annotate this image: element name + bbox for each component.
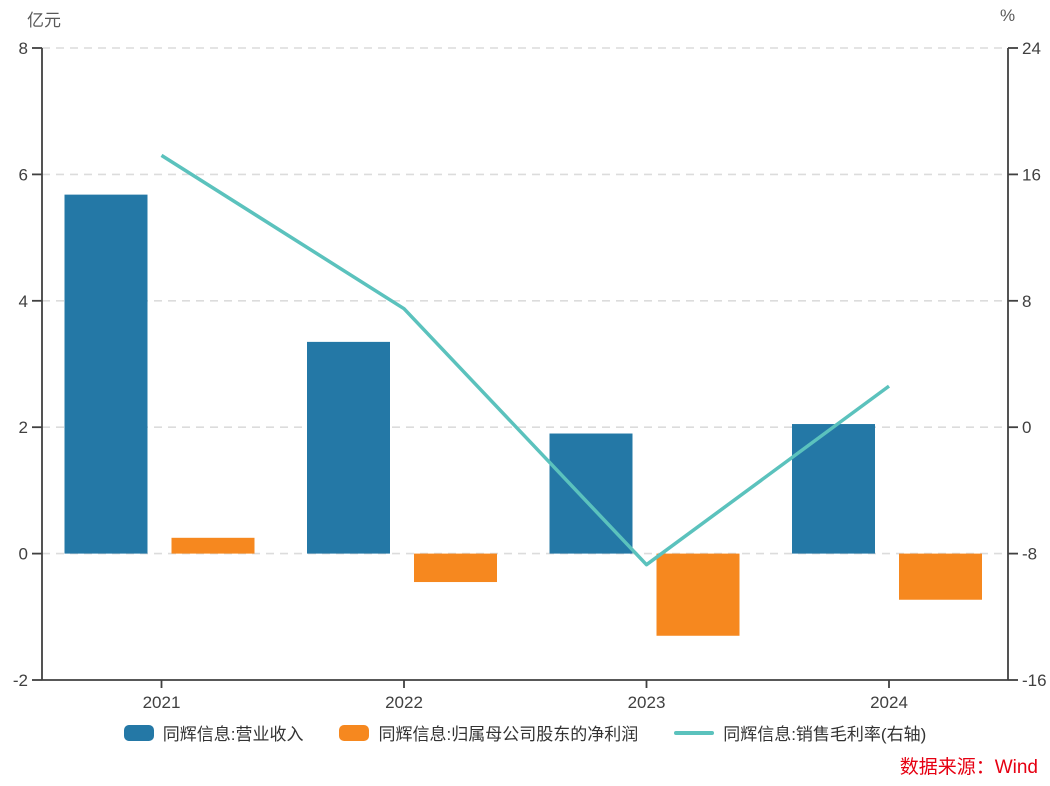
gross-margin-line-swatch-icon [674, 730, 715, 735]
net-profit-bar-2022 [414, 553, 497, 583]
right-axis-tick-label: 16 [1022, 165, 1041, 184]
right-axis-tick-label: -16 [1022, 671, 1047, 690]
x-axis-category-label: 2023 [628, 693, 666, 712]
left-axis-tick-label: -2 [13, 671, 28, 690]
left-axis-tick-label: 0 [19, 545, 28, 564]
legend-item-revenue: 同辉信息:营业收入 [123, 720, 304, 745]
revenue-bar-2021 [64, 194, 148, 554]
revenue-swatch-icon [123, 724, 154, 741]
left-axis-tick-label: 6 [19, 165, 28, 184]
net-profit-swatch-icon [339, 724, 370, 741]
legend-label-gross-margin: 同辉信息:销售毛利率(右轴) [723, 725, 927, 744]
legend-label-revenue: 同辉信息:营业收入 [162, 725, 304, 744]
x-axis-category-label: 2022 [385, 693, 423, 712]
revenue-bar-2022 [307, 341, 390, 554]
right-axis-tick-label: 8 [1022, 292, 1031, 311]
right-axis-tick-label: -8 [1022, 545, 1037, 564]
x-axis-category-label: 2024 [870, 693, 908, 712]
data-source-note: 数据来源：Wind [899, 757, 1038, 778]
net-profit-bar-2023 [656, 553, 740, 636]
net-profit-bar-2021 [171, 537, 255, 554]
right-axis-tick-label: 0 [1022, 418, 1031, 437]
legend-item-net-profit: 同辉信息:归属母公司股东的净利润 [339, 720, 638, 745]
gross-margin-line [160, 153, 891, 567]
legend-item-gross-margin: 同辉信息:销售毛利率(右轴) [674, 720, 926, 745]
revenue-bar-2024 [792, 424, 875, 554]
right-axis-unit-label: % [1000, 6, 1016, 25]
chart-plot: 8 6 4 2 0 -2 24 16 8 0 -8 -16 2021 2022 2023 2024 [13, 39, 1047, 712]
left-axis-tick-label: 4 [19, 292, 28, 311]
chart-legend: 同辉信息:营业收入 同辉信息:归属母公司股东的净利润 同辉信息:销售毛利率(右轴… [0, 720, 1050, 745]
right-axis-tick-label: 24 [1022, 39, 1041, 58]
left-axis-tick-label: 8 [19, 39, 28, 58]
left-axis-unit-label: 亿元 [27, 11, 61, 30]
left-axis-tick-label: 2 [19, 418, 28, 437]
x-axis-category-label: 2021 [143, 693, 181, 712]
legend-label-net-profit: 同辉信息:归属母公司股东的净利润 [378, 725, 639, 744]
net-profit-bar-2024 [899, 553, 982, 600]
